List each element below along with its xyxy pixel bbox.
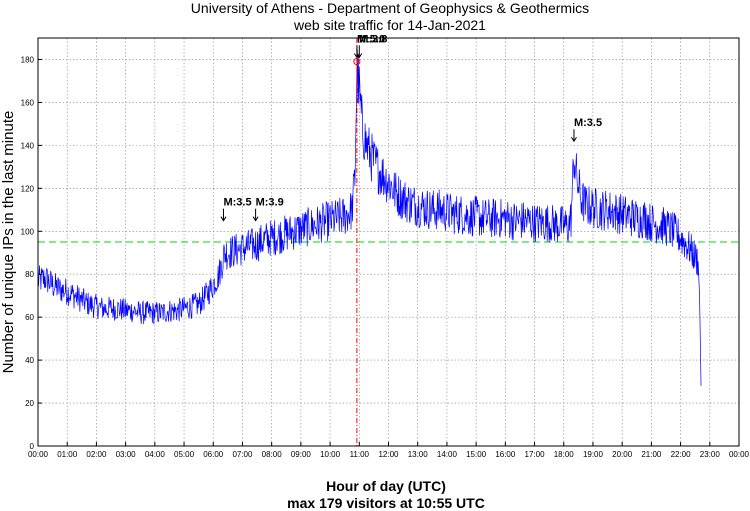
y-tick-label: 100 <box>21 227 35 236</box>
x-tick-label: 02:00 <box>86 450 107 459</box>
y-tick-label: 80 <box>25 270 34 279</box>
y-tick-label: 0 <box>30 442 35 451</box>
x-tick-label: 09:00 <box>291 450 312 459</box>
x-tick-label: 01:00 <box>57 450 78 459</box>
x-tick-label: 21:00 <box>641 450 662 459</box>
x-tick-label: 11:00 <box>350 450 370 459</box>
y-tick-label: 140 <box>21 141 35 150</box>
y-tick-label: 60 <box>25 313 34 322</box>
annotation-label: M:3.5 <box>574 117 602 129</box>
y-tick-label: 160 <box>21 98 35 107</box>
x-tick-label: 10:00 <box>320 450 341 459</box>
x-tick-label: 18:00 <box>554 450 575 459</box>
chart-subtitle: web site traffic for 14-Jan-2021 <box>293 17 486 33</box>
annotation-label: M:3.5 <box>223 197 251 209</box>
x-tick-label: 15:00 <box>466 450 487 459</box>
annotation-label: M:3.9 <box>256 197 284 209</box>
x-tick-label: 23:00 <box>700 450 721 459</box>
x-tick-label: 04:00 <box>145 450 166 459</box>
annotation-arrow-head <box>220 216 227 222</box>
x-tick-label: 08:00 <box>262 450 283 459</box>
x-tick-label: 05:00 <box>174 450 195 459</box>
annotations-layer: M:3.5 M:3.9 M:5.0M:3.8 M:3.5 <box>220 33 602 222</box>
x-tick-label: 20:00 <box>612 450 633 459</box>
annotation-arrow-head <box>354 53 360 59</box>
annotation-arrow-head <box>252 216 259 222</box>
x-tick-label: 17:00 <box>525 450 546 459</box>
annotation-arrow-head <box>356 53 363 59</box>
x-tick-label: 13:00 <box>408 450 429 459</box>
annotation-label: M:5.0 <box>357 33 385 45</box>
x-tick-label: 03:00 <box>116 450 137 459</box>
x-tick-label: 14:00 <box>437 450 458 459</box>
y-axis-ticks: 0 20 40 60 80 100 120 140 160 180 <box>21 55 42 451</box>
y-axis-label: Number of unique IPs in the last minute <box>0 111 17 374</box>
x-tick-label: 22:00 <box>671 450 692 459</box>
x-tick-label: 19:00 <box>583 450 604 459</box>
y-tick-label: 120 <box>21 184 35 193</box>
max-marker-layer <box>353 38 361 446</box>
chart-title: University of Athens - Department of Geo… <box>191 0 589 16</box>
y-tick-label: 20 <box>25 399 34 408</box>
y-tick-label: 180 <box>21 55 35 64</box>
x-axis-label: Hour of day (UTC) <box>326 478 446 494</box>
x-tick-label: 00:00 <box>729 450 750 459</box>
max-visitors-footer: max 179 visitors at 10:55 UTC <box>287 495 485 511</box>
x-tick-label: 07:00 <box>232 450 253 459</box>
traffic-series-line <box>37 49 702 386</box>
annotation-label: M:3.8 <box>359 33 387 45</box>
series-layer <box>37 49 702 386</box>
annotation-arrow-head <box>571 136 577 143</box>
x-tick-label: 12:00 <box>378 450 399 459</box>
x-axis-ticks: 00:00 01:00 02:00 03:00 04:00 05:00 06:00 07:00… <box>28 442 750 459</box>
x-tick-label: 06:00 <box>203 450 224 459</box>
x-tick-label: 16:00 <box>495 450 516 459</box>
y-tick-label: 40 <box>25 356 34 365</box>
max-point-marker <box>353 58 361 66</box>
x-tick-label: 00:00 <box>28 450 49 459</box>
